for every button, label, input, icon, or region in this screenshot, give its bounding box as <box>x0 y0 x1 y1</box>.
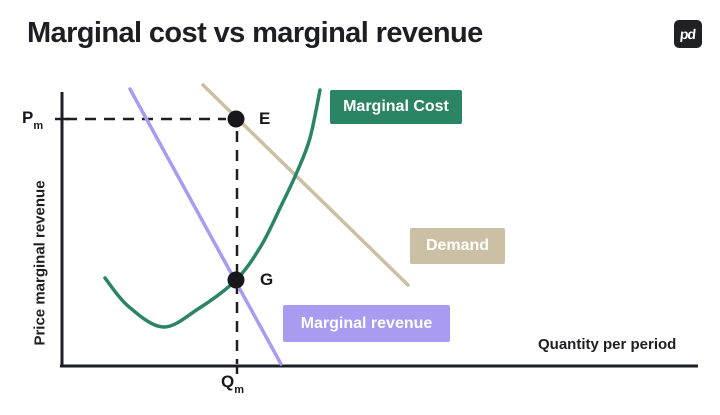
y-axis-title: Price marginal revenue <box>31 180 49 346</box>
legend-marginal-revenue-badge: Marginal revenue <box>283 305 450 342</box>
series-marginal-cost <box>103 88 322 329</box>
point-g-dot <box>227 271 245 289</box>
pandadoc-logo: pd <box>674 20 702 48</box>
series-marginal-revenue <box>128 87 283 366</box>
pm-base: P <box>22 108 34 127</box>
point-e-dot <box>227 110 245 128</box>
qm-sub: m <box>234 384 245 397</box>
qm-base: Q <box>221 372 235 391</box>
page-title: Marginal cost vs marginal revenue <box>27 17 483 49</box>
x-tick-label-qm: Qm <box>221 372 245 397</box>
legend-demand-badge: Demand <box>410 228 505 264</box>
point-label-g: G <box>260 270 274 289</box>
x-axis-title: Quantity per period <box>538 336 677 353</box>
legend-marginal-cost-badge: Marginal Cost <box>330 90 462 124</box>
pm-sub: m <box>33 120 44 133</box>
y-tick-label-pm: Pm <box>22 108 44 133</box>
point-label-e: E <box>259 109 271 128</box>
